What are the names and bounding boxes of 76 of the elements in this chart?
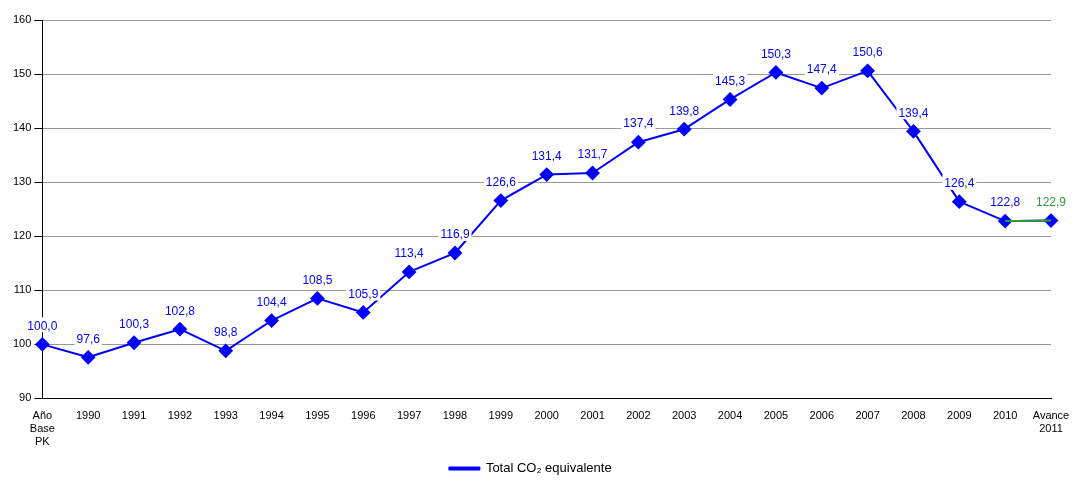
data-label: 113,4	[394, 246, 425, 261]
point	[768, 65, 783, 80]
point	[81, 350, 96, 365]
x-tick-label: 1996	[351, 409, 376, 422]
data-label: 131,4	[531, 148, 563, 163]
data-label: 100,3	[119, 317, 150, 332]
data-label: 139,4	[898, 105, 929, 120]
point	[447, 245, 462, 260]
point	[402, 264, 417, 279]
x-tick-label: 2009	[947, 409, 972, 422]
x-tick-label: 1990	[75, 409, 101, 422]
x-tick-label: 2007	[855, 409, 880, 422]
x-tick-label: 1995	[305, 409, 330, 422]
point	[127, 335, 142, 350]
data-label: 102,8	[164, 303, 196, 318]
data-label: 104,4	[256, 294, 287, 309]
point	[310, 291, 325, 306]
x-tick-label: 1997	[396, 409, 422, 422]
point	[814, 81, 829, 96]
y-tick-label: 130	[12, 175, 32, 188]
data-label: 147,4	[806, 62, 838, 77]
x-tick-label: 1994	[259, 409, 284, 422]
data-label: 116,9	[440, 227, 470, 242]
y-tick-label: 120	[12, 229, 32, 242]
x-tick-label: 2001	[580, 409, 605, 422]
x-tick-label: 1993	[213, 409, 238, 422]
x-tick-label: 1991	[121, 409, 147, 422]
point	[860, 63, 875, 78]
y-tick-label: 140	[12, 121, 32, 134]
point	[218, 343, 233, 358]
data-label: 150,6	[852, 45, 883, 60]
data-label: 126,4	[944, 175, 975, 190]
data-label: 122,9	[1035, 194, 1067, 209]
x-tick-label: 2008	[901, 409, 926, 422]
point	[906, 124, 921, 139]
y-tick-label: 90	[19, 391, 32, 404]
data-label: 139,8	[669, 103, 700, 118]
x-tick-label: 1999	[488, 409, 514, 422]
point	[264, 313, 279, 328]
x-tick-label: 1998	[442, 409, 468, 422]
x-tick-label: 2000	[534, 409, 559, 422]
data-label: 108,5	[302, 272, 333, 287]
point	[539, 167, 554, 182]
x-tick-label: 2004	[717, 409, 743, 422]
data-label: 137,4	[623, 116, 654, 131]
point	[723, 92, 738, 107]
y-tick-label: 110	[13, 283, 32, 296]
data-label: 97,6	[76, 331, 101, 346]
y-tick-label: 150	[12, 67, 32, 80]
data-label: 126,6	[485, 174, 517, 189]
data-label: 105,9	[348, 286, 379, 301]
y-tick-label: 160	[12, 13, 32, 26]
data-label: 122,8	[990, 195, 1021, 210]
data-label: 145,3	[715, 73, 746, 88]
x-tick-label: 1992	[167, 409, 193, 422]
legend-label: Total CO₂ equivalente	[485, 460, 612, 476]
point	[952, 194, 967, 209]
point	[35, 337, 50, 352]
data-label: 98,8	[214, 325, 238, 340]
x-tick-label: 2005	[763, 409, 789, 422]
x-tick-label: Año Base PK	[29, 409, 55, 448]
x-tick-label: Avance 2011	[1032, 409, 1070, 435]
y-tick-label: 100	[12, 337, 32, 350]
point	[493, 193, 508, 208]
data-label: 150,3	[760, 46, 792, 61]
x-tick-label: 2002	[626, 409, 651, 422]
point	[631, 135, 646, 150]
x-tick-label: 2010	[992, 409, 1018, 422]
data-label: 100,0	[27, 318, 58, 333]
point	[677, 122, 692, 137]
point	[585, 165, 600, 180]
x-tick-label: 2003	[671, 409, 697, 422]
point	[356, 305, 371, 320]
point	[172, 322, 187, 337]
data-label: 131,7	[577, 147, 608, 162]
x-tick-label: 2006	[809, 409, 834, 422]
